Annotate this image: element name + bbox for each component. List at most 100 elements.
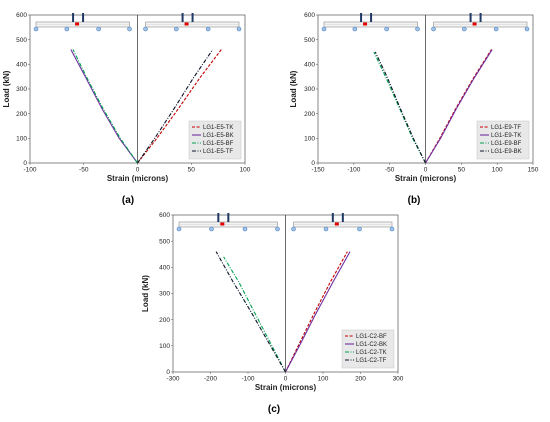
legend-entry: LG1-E9-TK xyxy=(491,133,521,139)
load-point-right xyxy=(479,13,482,22)
support-3 xyxy=(357,226,362,232)
series-line-LG1-E9-TK xyxy=(425,49,493,164)
x-tick-label: 0 xyxy=(284,376,288,383)
series-line-LG1-C2-BF xyxy=(285,251,348,373)
x-axis-label: Strain (microns) xyxy=(107,174,169,183)
y-tick-label: 0 xyxy=(311,160,315,167)
y-tick-label: 100 xyxy=(304,136,315,143)
support-2 xyxy=(352,26,358,32)
strain-gauge xyxy=(363,22,368,26)
support-4 xyxy=(127,26,132,32)
legend: LG1-C2-BF LG1-C2-BK LG1-C2-TK LG1-C2-TF xyxy=(341,329,395,369)
support-3 xyxy=(96,26,101,32)
load-point-left xyxy=(469,13,472,22)
y-tick-label: 500 xyxy=(16,37,27,44)
strain-gauge xyxy=(472,22,477,26)
x-tick-label: 0 xyxy=(424,167,428,174)
x-tick-label: -100 xyxy=(241,376,254,383)
series-line-LG1-E9-BK xyxy=(374,51,426,164)
y-tick-label: 0 xyxy=(23,160,27,167)
legend-entry: LG1-E5-BK xyxy=(203,133,234,139)
support-2 xyxy=(323,226,329,232)
beam-schematic-left xyxy=(33,13,132,32)
x-tick-label: 50 xyxy=(188,167,196,174)
y-tick-label: 300 xyxy=(304,86,315,93)
support-1 xyxy=(431,26,436,32)
beam-schematic-right xyxy=(291,213,395,232)
load-point-left xyxy=(217,213,220,222)
support-4 xyxy=(275,226,280,232)
strain-gauge xyxy=(184,22,189,26)
load-point-right xyxy=(191,13,194,22)
beam-schematic-left xyxy=(176,213,280,232)
support-3 xyxy=(384,26,389,32)
x-tick-label: -300 xyxy=(166,376,179,383)
x-tick-label: -50 xyxy=(385,167,395,174)
x-tick-label: -150 xyxy=(311,167,324,174)
support-4 xyxy=(524,26,530,32)
legend: LG1-E5-TK LG1-E5-BK LG1-E5-BF LG1-E5-TF xyxy=(188,120,242,160)
y-tick-label: 600 xyxy=(159,212,170,219)
y-tick-label: 400 xyxy=(16,62,27,69)
x-tick-label: 200 xyxy=(355,376,366,383)
y-tick-label: 200 xyxy=(159,317,170,324)
x-tick-label: 50 xyxy=(458,167,466,174)
support-4 xyxy=(236,26,242,32)
support-1 xyxy=(33,26,39,32)
load-point-left xyxy=(72,13,75,22)
y-tick-label: 100 xyxy=(159,343,170,350)
series-line-LG1-C2-TF xyxy=(215,251,286,373)
beam-schematic-left xyxy=(321,13,420,32)
load-point-right xyxy=(341,213,344,222)
y-tick-label: 100 xyxy=(16,136,27,143)
y-tick-label: 400 xyxy=(304,62,315,69)
x-tick-label: -50 xyxy=(79,167,89,174)
y-tick-label: 600 xyxy=(16,12,27,19)
x-tick-label: 100 xyxy=(318,376,329,383)
beam-schematic-right xyxy=(143,13,242,32)
load-point-right xyxy=(227,213,230,222)
x-tick-label: 0 xyxy=(136,167,140,174)
y-axis-label: Load (kN) xyxy=(141,275,150,312)
support-3 xyxy=(205,26,211,32)
x-tick-label: 150 xyxy=(528,167,539,174)
support-1 xyxy=(176,226,182,232)
support-1 xyxy=(143,26,148,32)
load-point-left xyxy=(331,213,334,222)
chart-panel-1: 0 100 200 300 400 500 600 -100 -50 0 50 100 Strain (… xyxy=(2,12,251,206)
y-tick-label: 500 xyxy=(159,238,170,245)
panel-label: (b) xyxy=(408,195,421,206)
legend-entry: LG1-E9-BF xyxy=(491,141,522,147)
series-line-LG1-E5-BK xyxy=(70,49,138,164)
series-line-LG1-E5-TF xyxy=(137,49,214,164)
support-2 xyxy=(209,226,214,232)
series-line-LG1-C2-TK xyxy=(223,256,286,373)
y-tick-label: 200 xyxy=(304,111,315,118)
support-2 xyxy=(64,26,70,32)
x-tick-label: -100 xyxy=(23,167,36,174)
y-tick-label: 300 xyxy=(159,291,170,298)
legend-entry: LG1-C2-BK xyxy=(356,342,387,348)
load-point-left xyxy=(360,13,363,22)
strain-gauge xyxy=(75,22,80,26)
legend-entry: LG1-E5-BF xyxy=(203,141,234,147)
y-tick-label: 500 xyxy=(304,37,315,44)
series-line-LG1-C2-BK xyxy=(285,251,351,373)
panel-label: (c) xyxy=(268,404,280,415)
x-axis-label: Strain (microns) xyxy=(395,174,457,183)
y-tick-label: 400 xyxy=(159,265,170,272)
legend: LG1-E9-TF LG1-E9-TK LG1-E9-BF LG1-E9-BK xyxy=(476,120,530,160)
legend-entry: LG1-E5-TK xyxy=(203,125,233,131)
strain-gauge xyxy=(334,222,339,226)
series-line-LG1-E5-TK xyxy=(137,49,222,164)
legend-entry: LG1-C2-BF xyxy=(356,334,387,340)
legend-entry: LG1-C2-TF xyxy=(356,358,387,364)
support-3 xyxy=(493,26,499,32)
y-tick-label: 0 xyxy=(166,369,170,376)
chart-panel-2: 0 100 200 300 400 500 600 -150 -100 -50 0 50 100 150 S… xyxy=(289,12,539,206)
support-4 xyxy=(389,226,395,232)
y-axis-label: Load (kN) xyxy=(2,70,11,107)
legend-entry: LG1-C2-TK xyxy=(356,350,387,356)
support-4 xyxy=(415,26,420,32)
x-tick-label: 300 xyxy=(393,376,404,383)
